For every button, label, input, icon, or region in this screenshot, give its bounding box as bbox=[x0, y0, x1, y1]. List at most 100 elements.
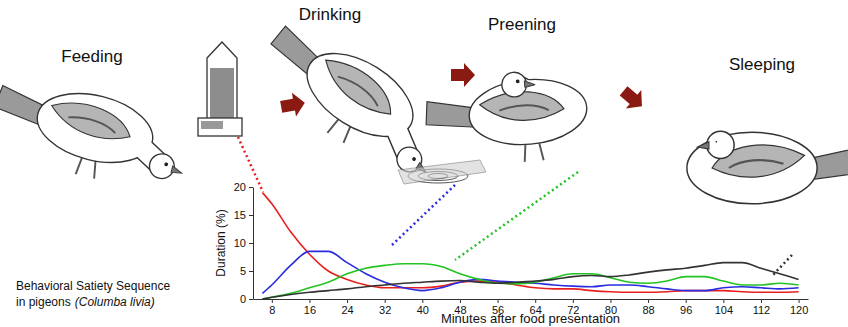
feeder-body bbox=[207, 42, 237, 125]
x-tick-label: 8 bbox=[269, 304, 275, 316]
series-line bbox=[262, 251, 798, 293]
feeder-tray-seeds bbox=[201, 121, 223, 129]
pigeon-wing-bar bbox=[499, 103, 549, 114]
y-tick: 15 bbox=[234, 209, 253, 221]
figure: Feeding Drinking Preening Sleeping Behaviora… bbox=[0, 0, 848, 327]
sequence-arrow bbox=[616, 82, 650, 116]
x-tick: 40 bbox=[417, 299, 429, 316]
y-axis-title: Duration (%) bbox=[214, 209, 228, 276]
connector-line bbox=[392, 185, 455, 245]
x-axis-title: Minutes after food presentation bbox=[441, 311, 620, 326]
x-tick-mark bbox=[309, 299, 310, 303]
x-tick-label: 112 bbox=[753, 304, 771, 316]
y-axis: 0 5 10 15 20 bbox=[234, 181, 254, 305]
x-tick-label: 88 bbox=[642, 304, 654, 316]
pigeon-wing-bar bbox=[67, 114, 117, 133]
x-tick: 16 bbox=[304, 299, 316, 316]
x-tick-mark bbox=[799, 299, 800, 303]
caption-text: in pigeons bbox=[16, 295, 71, 309]
pigeon-beak bbox=[171, 166, 183, 175]
x-tick-mark bbox=[723, 299, 724, 303]
y-tick-mark bbox=[249, 187, 253, 188]
x-tick-label: 120 bbox=[790, 304, 808, 316]
sequence-arrow bbox=[279, 91, 307, 119]
pigeon-eye bbox=[411, 156, 416, 161]
pigeon-wing-bar bbox=[729, 160, 784, 168]
behavior-label: Feeding bbox=[61, 47, 122, 66]
x-tick-mark bbox=[535, 299, 536, 303]
x-tick-label: 104 bbox=[715, 304, 733, 316]
pigeon-beak bbox=[524, 80, 535, 88]
caption-line: Behavioral Satiety Sequence bbox=[16, 279, 170, 293]
x-tick: 120 bbox=[790, 299, 808, 316]
connector-line bbox=[455, 172, 578, 260]
x-tick-mark bbox=[686, 299, 687, 303]
behavior-label: Sleeping bbox=[729, 55, 795, 74]
x-tick: 104 bbox=[715, 299, 733, 316]
water-dish bbox=[398, 160, 486, 184]
x-tick: 112 bbox=[753, 299, 771, 316]
x-tick-mark bbox=[498, 299, 499, 303]
chart-container: Feeding Drinking Preening Sleeping Behaviora… bbox=[0, 0, 848, 327]
y-tick-mark bbox=[249, 299, 253, 300]
pigeon-head bbox=[707, 131, 734, 158]
x-tick-mark bbox=[422, 299, 423, 303]
x-tick-mark bbox=[573, 299, 574, 303]
y-tick-label: 10 bbox=[234, 237, 246, 249]
y-tick-label: 5 bbox=[240, 265, 246, 277]
pigeon-drawing bbox=[247, 13, 459, 188]
pigeon-eye bbox=[164, 162, 169, 167]
y-tick-mark bbox=[249, 243, 253, 244]
pigeon-drawing bbox=[687, 131, 848, 203]
pigeon-body bbox=[467, 75, 590, 150]
pigeon-wing bbox=[315, 52, 401, 121]
y-tick-mark bbox=[249, 215, 253, 216]
series-line bbox=[262, 263, 798, 299]
y-tick: 5 bbox=[240, 265, 253, 277]
pigeon-eye bbox=[516, 79, 520, 83]
y-tick-label: 15 bbox=[234, 209, 246, 221]
y-tick: 0 bbox=[240, 293, 253, 305]
pigeon-beak bbox=[697, 142, 709, 149]
x-tick-label: 32 bbox=[379, 304, 391, 316]
x-tick: 24 bbox=[341, 299, 353, 316]
pigeon-body bbox=[687, 132, 817, 203]
plot-lines bbox=[262, 193, 798, 299]
feeder-tray bbox=[198, 118, 242, 136]
pigeon-wing bbox=[47, 96, 135, 144]
pigeon-wing-bar bbox=[336, 74, 382, 106]
behavior-label: Preening bbox=[488, 15, 556, 34]
x-tick-label: 16 bbox=[304, 304, 316, 316]
pigeon-eye bbox=[715, 141, 717, 143]
x-axis-line bbox=[254, 299, 809, 300]
x-tick-mark bbox=[610, 299, 611, 303]
y-tick-label: 0 bbox=[240, 293, 246, 305]
y-axis-line bbox=[253, 188, 254, 300]
x-tick-mark bbox=[272, 299, 273, 303]
x-tick-mark bbox=[648, 299, 649, 303]
caption-line: in pigeons (Columba livia) bbox=[16, 295, 155, 309]
behavior-label: Drinking bbox=[299, 5, 361, 24]
x-tick-mark bbox=[460, 299, 461, 303]
x-tick-mark bbox=[347, 299, 348, 303]
x-tick: 8 bbox=[269, 299, 275, 316]
caption-species: (Columba livia) bbox=[75, 295, 155, 309]
x-tick-mark bbox=[385, 299, 386, 303]
pigeon-drawing bbox=[422, 66, 591, 170]
x-tick-label: 24 bbox=[341, 304, 353, 316]
sequence-arrow bbox=[451, 63, 475, 87]
x-tick: 88 bbox=[642, 299, 654, 316]
pigeon-head bbox=[501, 71, 528, 98]
pigeon-drawing bbox=[0, 72, 195, 199]
x-tick-mark bbox=[761, 299, 762, 303]
illustrations bbox=[0, 13, 848, 276]
x-tick: 32 bbox=[379, 299, 391, 316]
x-tick-label: 40 bbox=[417, 304, 429, 316]
y-tick-mark bbox=[249, 271, 253, 272]
pigeon-body bbox=[30, 82, 160, 173]
y-tick: 10 bbox=[234, 237, 253, 249]
y-tick: 20 bbox=[234, 181, 253, 193]
series-line bbox=[262, 193, 798, 293]
y-tick-label: 20 bbox=[234, 181, 246, 193]
x-tick-label: 96 bbox=[680, 304, 692, 316]
